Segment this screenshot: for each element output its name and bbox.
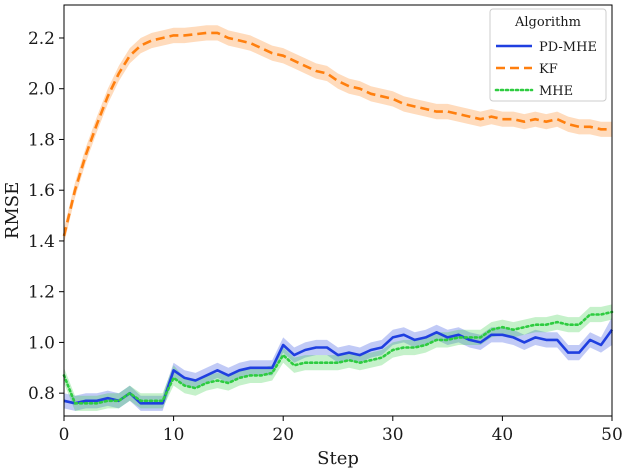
y-tick-label: 0.8 <box>28 384 55 404</box>
x-tick-label: 20 <box>272 425 294 445</box>
legend-label-kf: KF <box>539 62 558 77</box>
y-tick-label: 1.2 <box>28 283 55 303</box>
legend-label-mhe: MHE <box>539 84 573 99</box>
x-axis-ticks: 0 10 20 30 40 50 <box>59 416 623 445</box>
series-line-kf <box>62 31 612 237</box>
legend-label-pd-mhe: PD-MHE <box>539 40 597 55</box>
plot-frame <box>63 4 613 417</box>
x-tick-label: 30 <box>382 425 404 445</box>
legend-box <box>489 8 607 102</box>
x-tick-label: 50 <box>601 425 623 445</box>
x-axis-title: Step <box>317 448 359 469</box>
y-tick-label: 1.8 <box>28 130 55 150</box>
x-tick-label: 10 <box>163 425 185 445</box>
legend-items: PD-MHE KF MHE <box>494 40 597 99</box>
y-tick-label: 1.4 <box>28 232 55 252</box>
y-tick-label: 2.0 <box>28 80 55 100</box>
series-line-mhe <box>62 310 614 405</box>
y-tick-label: 2.2 <box>28 29 55 49</box>
y-axis-ticks: 0.8 1.0 1.2 1.4 1.6 1.8 2.0 2.2 <box>28 29 64 404</box>
x-tick-label: 0 <box>59 425 70 445</box>
y-tick-label: 1.0 <box>28 333 55 353</box>
band-mhe <box>64 304 612 411</box>
series-lines <box>62 31 614 405</box>
series-line-pd-mhe <box>63 328 614 405</box>
y-tick-label: 1.6 <box>28 181 55 201</box>
legend: Algorithm PD-MHE KF MHE <box>489 8 607 102</box>
y-axis-title: RMSE <box>2 182 23 239</box>
x-tick-label: 40 <box>492 425 514 445</box>
legend-title: Algorithm <box>514 15 581 30</box>
